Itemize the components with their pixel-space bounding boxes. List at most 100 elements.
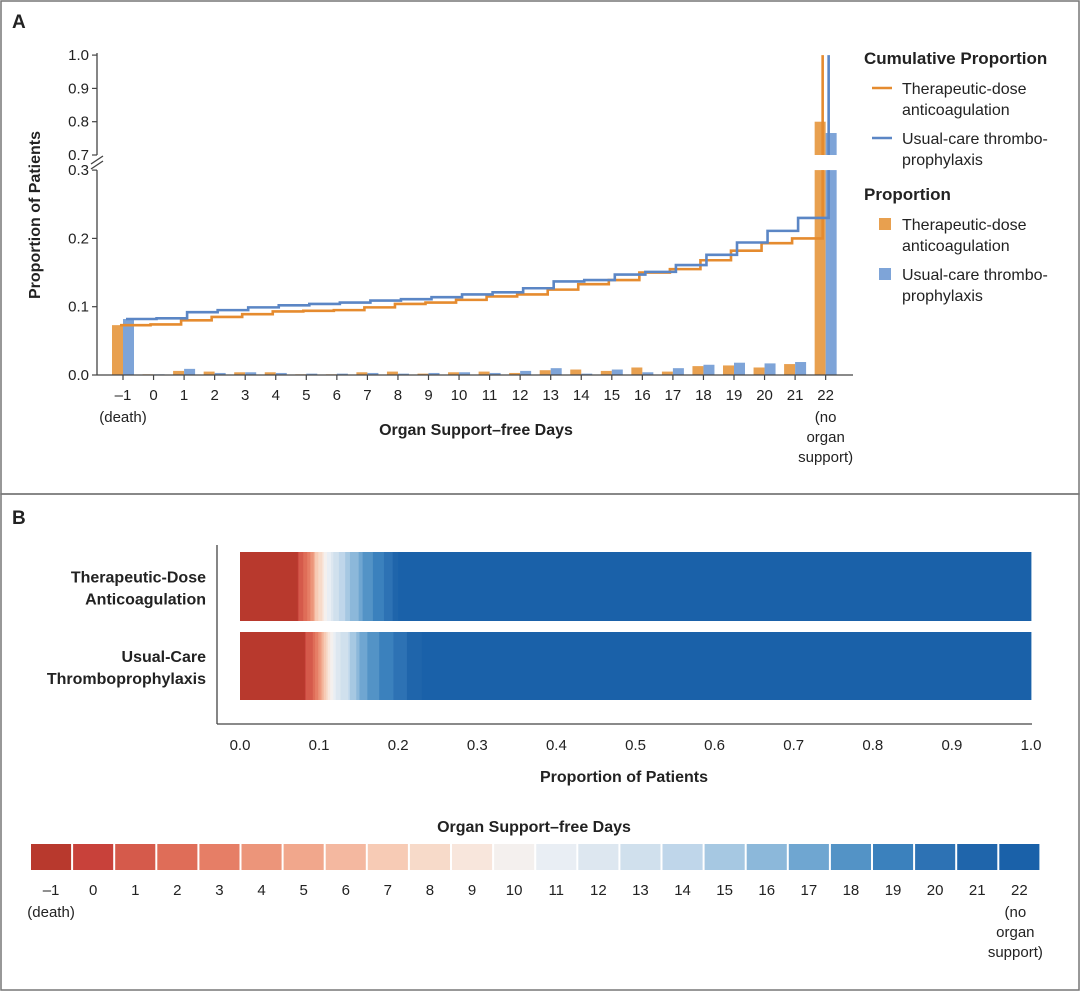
segment-therapeutic-–1 xyxy=(240,552,299,621)
segment-usual-care-19 xyxy=(379,632,394,700)
bar-usual-care-22-lower xyxy=(825,170,837,375)
y-tick-label: 0.0 xyxy=(68,367,89,384)
segment-usual-care-4 xyxy=(318,632,322,700)
colorbar: –1 0 1 2 3 4 5 6 7 8 9 10 11 12 13 14 15 16 17 18 19 20 21 22(d… xyxy=(27,844,1043,961)
colorbar-label: 17 xyxy=(801,882,818,899)
segment-therapeutic-22 xyxy=(398,552,1032,621)
bar-therapeutic-17 xyxy=(661,371,673,375)
segment-usual-care-10 xyxy=(330,632,334,700)
segment-therapeutic-1 xyxy=(298,552,304,621)
colorbar-cell-1 xyxy=(115,844,156,870)
y-tick-label: 0.9 xyxy=(68,80,89,97)
segment-usual-care-9 xyxy=(327,632,331,700)
colorbar-label: 2 xyxy=(173,882,181,899)
bar-usual-care-9 xyxy=(428,372,440,375)
bar-therapeutic-7 xyxy=(356,372,368,375)
panel-b-chart: 0.0 0.1 0.2 0.3 0.4 0.5 0.6 0.7 0.8 0.9 1.0 Therap… xyxy=(27,545,1043,961)
x-tick-label: 4 xyxy=(272,387,280,404)
segment-therapeutic-10 xyxy=(323,552,328,621)
bar-usual-care-16 xyxy=(642,372,654,375)
x-tick-label: 3 xyxy=(241,387,249,404)
segment-therapeutic-2 xyxy=(303,552,308,621)
colorbar-label: 22 xyxy=(1011,882,1028,899)
bar-usual-care-18 xyxy=(703,364,715,375)
colorbar-cell-10 xyxy=(494,844,535,870)
bar-therapeutic-4 xyxy=(264,372,276,375)
segment-usual-care-2 xyxy=(312,632,316,700)
bar-therapeutic--1 xyxy=(112,325,123,375)
colorbar-title: Organ Support–free Days xyxy=(437,819,631,836)
bar-usual-care-20 xyxy=(764,363,776,375)
x-tick-sublabel: support) xyxy=(798,449,853,466)
segment-therapeutic-8 xyxy=(318,552,323,621)
cumulative-line-therapeutic xyxy=(120,170,824,327)
bar-usual-care-5 xyxy=(306,373,318,375)
segment-therapeutic-20 xyxy=(383,552,394,621)
segment-therapeutic-0 xyxy=(297,552,299,621)
tick-labels: 0.0 0.1 0.2 0.3 0.4 0.5 0.6 0.7 0.8 0.9 1.0 xyxy=(230,737,1042,754)
segment-usual-care-17 xyxy=(359,632,368,700)
segment-usual-care-–1 xyxy=(240,632,306,700)
axes xyxy=(90,53,853,380)
colorbar-cell-16 xyxy=(746,844,787,870)
bar-therapeutic-22-upper xyxy=(814,121,826,155)
colorbar-label: 5 xyxy=(299,882,307,899)
colorbar-cell-6 xyxy=(325,844,366,870)
bar-usual-care--1 xyxy=(123,318,134,375)
colorbar-cell-13 xyxy=(620,844,661,870)
colorbar-label: 20 xyxy=(927,882,944,899)
segment-therapeutic-15 xyxy=(345,552,351,621)
x-tick-label: –1 xyxy=(115,387,132,404)
segment-usual-care-18 xyxy=(367,632,380,700)
colorbar-cell-20 xyxy=(915,844,956,870)
segment-usual-care-0 xyxy=(304,632,307,700)
segment-therapeutic-16 xyxy=(349,552,360,621)
legend-swatch xyxy=(879,268,891,280)
x-tick-label: 13 xyxy=(542,387,559,404)
segment-therapeutic-3 xyxy=(307,552,311,621)
bars xyxy=(112,121,837,375)
bar-usual-care-11 xyxy=(489,372,501,375)
bar-therapeutic-8 xyxy=(386,371,398,375)
bar-usual-care-19 xyxy=(734,362,745,375)
bar-usual-care-10 xyxy=(459,372,471,375)
bar-usual-care-13 xyxy=(550,368,562,375)
y-tick-label: 0.3 xyxy=(68,162,89,179)
axes xyxy=(216,545,1032,725)
colorbar-label: 3 xyxy=(215,882,223,899)
legend-entry: Therapeutic-dose xyxy=(902,217,1027,234)
colorbar-cell-18 xyxy=(830,844,871,870)
legend-entry: Usual-care thrombo- xyxy=(902,131,1048,148)
bar-therapeutic-13 xyxy=(539,370,551,375)
legend-title: Cumulative Proportion xyxy=(864,49,1047,68)
legend-swatch xyxy=(879,218,891,230)
colorbar-cell-12 xyxy=(578,844,619,870)
x-tick-label: 22 xyxy=(817,387,834,404)
x-tick-label: 0.5 xyxy=(625,737,646,754)
legend-entry: Usual-care thrombo- xyxy=(902,267,1048,284)
bar-usual-care-3 xyxy=(245,372,257,375)
row-labels: Therapeutic-Dose Anticoagulation Usual-Car… xyxy=(47,570,206,689)
segment-therapeutic-12 xyxy=(330,552,334,621)
colorbar-cell-21 xyxy=(957,844,998,870)
bar-therapeutic-21 xyxy=(784,364,796,375)
x-tick-label: 7 xyxy=(363,387,371,404)
bar-therapeutic-14 xyxy=(570,369,582,375)
x-tick-label: 0.2 xyxy=(388,737,409,754)
x-tick-sublabel: (death) xyxy=(99,409,147,426)
segment-therapeutic-7 xyxy=(315,552,319,621)
x-tick-label: 10 xyxy=(451,387,468,404)
bar-therapeutic-11 xyxy=(478,371,490,375)
x-tick-label: 0.1 xyxy=(309,737,330,754)
colorbar-label: –1 xyxy=(43,882,60,899)
segment-usual-care-3 xyxy=(315,632,319,700)
segment-therapeutic-19 xyxy=(372,552,385,621)
x-tick-label: 2 xyxy=(210,387,218,404)
bar-therapeutic-3 xyxy=(234,372,246,375)
x-tick-label: 1 xyxy=(180,387,188,404)
segment-therapeutic-13 xyxy=(333,552,340,621)
bar-usual-care-12 xyxy=(520,370,532,375)
colorbar-sublabel: organ xyxy=(996,924,1034,941)
x-tick-label: 18 xyxy=(695,387,712,404)
